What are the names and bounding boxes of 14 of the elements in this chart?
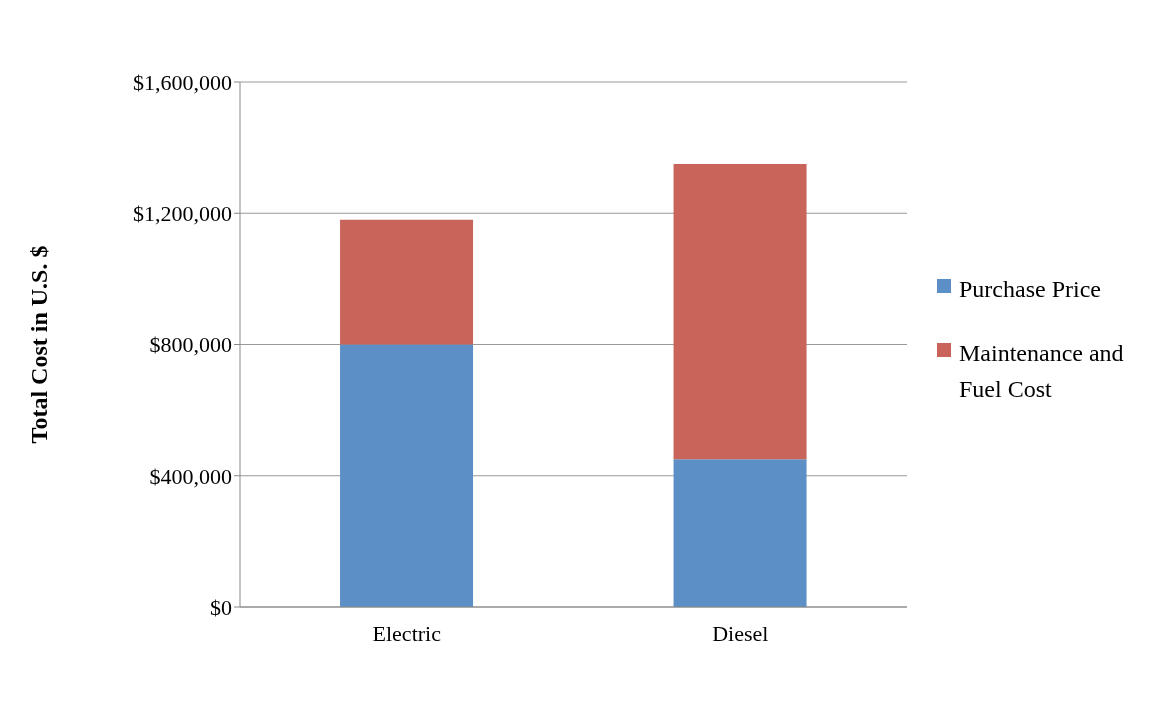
y-tick-label: $400,000 [149,463,232,489]
y-tick-label: $0 [210,594,232,620]
bar [340,344,474,607]
y-tick-label: $1,200,000 [133,201,232,227]
x-tick-label: Electric [372,620,442,646]
bar [340,219,474,345]
y-tick-label: $800,000 [149,332,232,358]
legend-label: Maintenance and Fuel Cost [959,339,1125,404]
bar [673,164,807,460]
y-axis-title: Total Cost in U.S. $ [25,245,52,444]
y-tick-label: $1,600,000 [133,69,232,95]
bar [673,459,807,607]
legend-label: Purchase Price [959,275,1101,304]
x-tick-label: Diesel [712,620,769,646]
